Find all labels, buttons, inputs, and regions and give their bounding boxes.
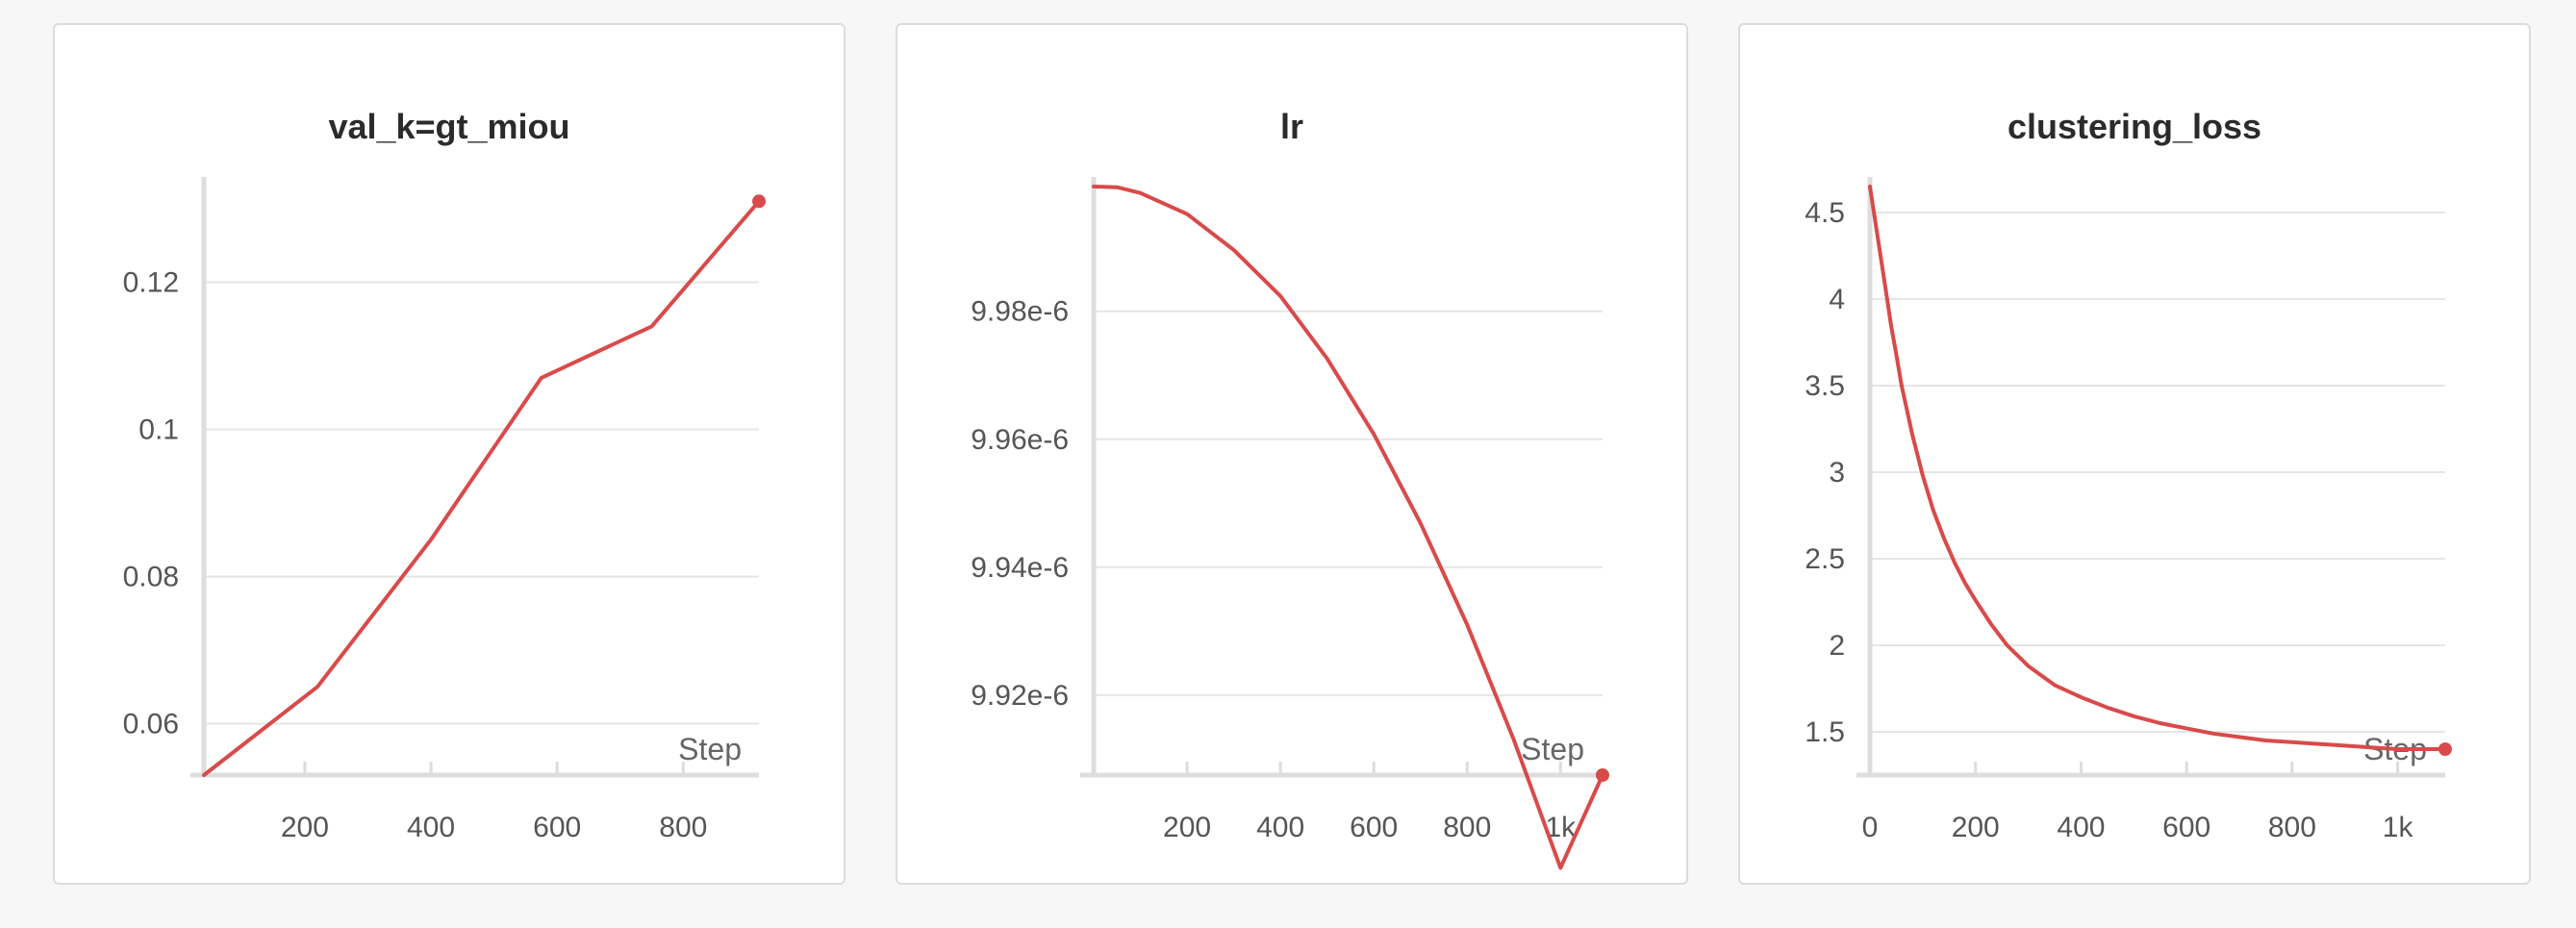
chart-title: val_k=gt_miou [328,107,569,146]
x-axis-title: Step [1521,732,1584,766]
chart-panel-clustering-loss[interactable]: clustering_loss 1.5 2 2.5 3 3.5 4 4.5 0 200 400 60… [1738,23,2531,885]
chart-svg: lr 9.92e-6 9.94e-6 9.96e-6 9.98e-6 200 400 600… [971,107,1609,870]
x-tick-label: 200 [281,812,329,843]
y-tick-label: 2.5 [1805,543,1845,575]
x-tick-label: 0 [1862,812,1879,843]
chart-title: lr [1280,107,1303,146]
x-tick-label: 800 [659,812,707,843]
y-tick-label: 2 [1829,630,1845,662]
y-tick-label: 0.08 [123,561,179,592]
chart-panel-val-miou[interactable]: val_k=gt_miou 0.06 0.08 0.1 0.12 200 400 600 80… [53,23,846,885]
x-tick-label: 800 [1443,812,1491,843]
x-tick-label: 200 [1952,812,2000,843]
y-tick-label: 3.5 [1805,370,1845,402]
x-tick-label: 800 [2268,812,2316,843]
x-tick-label: 1k [2383,812,2414,843]
x-axis-title: Step [678,732,742,766]
x-tick-label: 400 [1256,812,1304,843]
y-tick-label: 4 [1829,284,1845,315]
y-tick-label: 9.94e-6 [971,552,1069,584]
x-tick-label: 200 [1163,812,1211,843]
y-tick-label: 0.12 [123,266,179,298]
x-tick-label: 600 [1350,812,1398,843]
series-line [1868,185,2447,751]
series-line [1092,185,1604,870]
y-tick-label: 9.98e-6 [971,296,1069,328]
x-tick-label: 400 [2057,812,2105,843]
chart-panel-lr[interactable]: lr 9.92e-6 9.94e-6 9.96e-6 9.98e-6 200 400 600… [896,23,1688,885]
y-tick-label: 3 [1829,457,1845,489]
series-line [202,199,761,777]
y-tick-label: 9.92e-6 [971,680,1069,712]
last-point-marker [1596,768,1609,782]
x-tick-label: 600 [533,812,581,843]
y-tick-label: 1.5 [1805,716,1845,748]
last-point-marker [2438,742,2452,756]
x-tick-label: 400 [407,812,455,843]
y-tick-label: 0.1 [139,414,179,445]
y-tick-label: 0.06 [123,708,179,740]
y-tick-label: 4.5 [1805,197,1845,229]
chart-title: clustering_loss [2008,107,2261,146]
last-point-marker [752,194,766,209]
y-tick-label: 9.96e-6 [971,424,1069,456]
x-tick-label: 600 [2162,812,2210,843]
chart-svg: val_k=gt_miou 0.06 0.08 0.1 0.12 200 400 600 80… [123,107,766,843]
chart-svg: clustering_loss 1.5 2 2.5 3 3.5 4 4.5 0 200 400 60… [1805,107,2452,843]
